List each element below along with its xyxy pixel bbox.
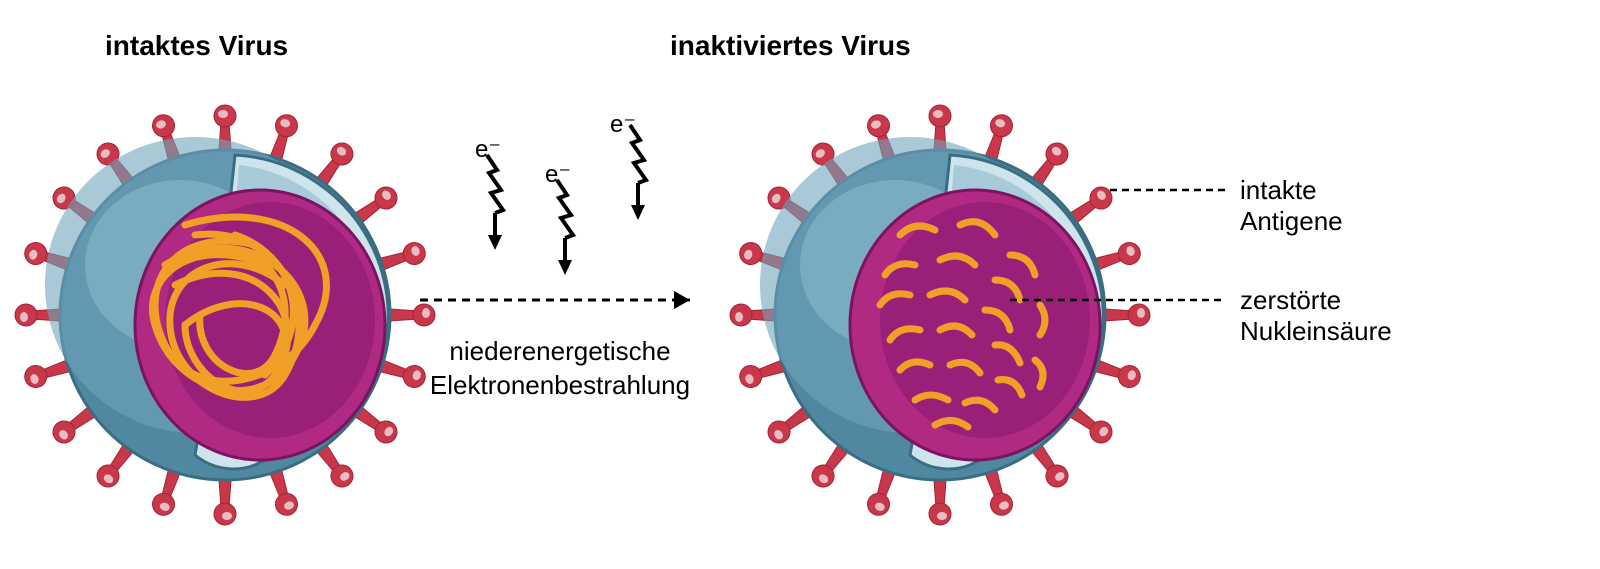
electron-bolt-1: [487, 155, 503, 250]
electron-bolt-3: [630, 125, 646, 220]
electron-bolt-2: [557, 180, 573, 275]
process-arrow: [420, 291, 690, 309]
virus-inactivated: [730, 105, 1150, 525]
diagram-svg: [0, 0, 1600, 569]
virus-intact: [15, 105, 435, 525]
